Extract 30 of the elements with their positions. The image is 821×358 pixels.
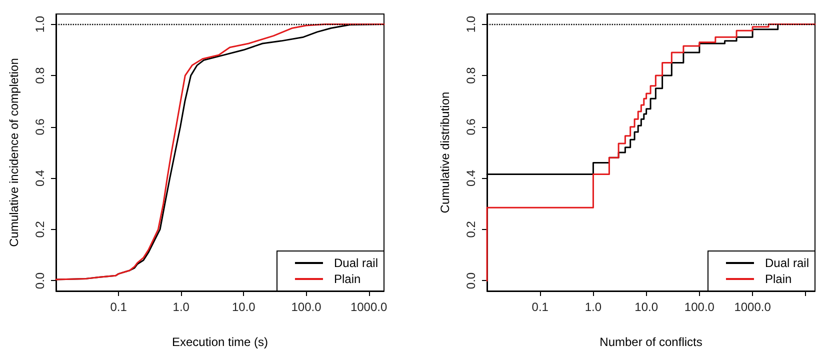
- x-tick-label: 10.0: [232, 300, 256, 314]
- y-tick-label: 0.2: [464, 220, 478, 238]
- x-tick-label: 0.1: [532, 300, 549, 314]
- x-axis-title: Execution time (s): [172, 335, 268, 349]
- x-tick-label: 0.1: [110, 300, 128, 314]
- y-tick-label: 0.4: [464, 169, 478, 186]
- x-tick-label: 100.0: [684, 300, 715, 314]
- y-tick-label: 0.2: [33, 220, 47, 238]
- x-tick-label: 1.0: [584, 300, 602, 314]
- y-tick-label: 0.0: [33, 272, 47, 290]
- y-tick-label: 1.0: [33, 16, 47, 33]
- x-tick-label: 1000.0: [350, 300, 388, 314]
- y-tick-label: 0.0: [464, 272, 478, 290]
- y-axis-title: Cumulative incidence of completion: [7, 58, 21, 247]
- y-tick-label: 0.8: [464, 66, 478, 84]
- y-tick-label: 0.4: [33, 169, 47, 186]
- y-axis-title: Cumulative distribution: [438, 92, 452, 214]
- y-tick-label: 0.6: [464, 118, 478, 136]
- x-tick-label: 1.0: [172, 300, 190, 314]
- legend-label: Plain: [764, 272, 792, 286]
- x-tick-label: 10.0: [634, 300, 658, 314]
- x-tick-label: 100.0: [291, 300, 322, 314]
- x-axis-title: Number of conflicts: [600, 335, 702, 349]
- y-tick-label: 1.0: [464, 16, 478, 33]
- y-tick-label: 0.6: [33, 118, 47, 136]
- y-tick-label: 0.8: [33, 66, 47, 84]
- x-tick-label: 1000.0: [734, 300, 772, 314]
- legend-label: Dual rail: [764, 256, 809, 270]
- legend-label: Dual rail: [334, 256, 378, 270]
- legend-label: Plain: [334, 272, 361, 286]
